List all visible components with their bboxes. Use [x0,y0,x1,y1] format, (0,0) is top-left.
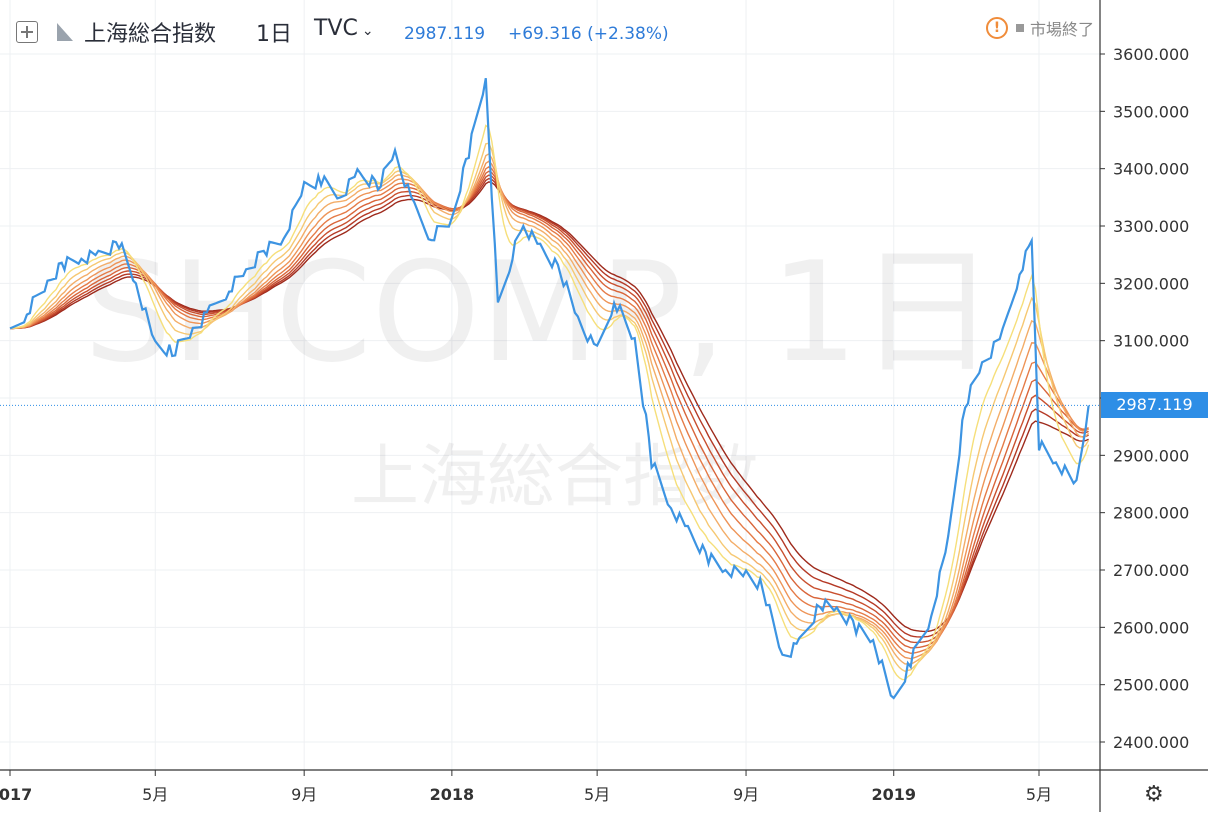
y-tick-label: 3200.000 [1113,274,1189,293]
moving-average-ribbon [9,124,1090,681]
y-tick-label: 3300.000 [1113,217,1189,236]
interval[interactable]: 1日 [256,22,292,47]
y-tick-label: 2400.000 [1113,733,1189,752]
y-tick-label: 2900.000 [1113,446,1189,465]
chevron-down-icon[interactable]: ⌄ [361,23,374,39]
x-tick-label: 2018 [430,785,475,804]
x-tick-label: 5月 [1026,785,1052,804]
y-tick-label: 2500.000 [1113,676,1189,695]
moving-average-line [10,165,1089,655]
watermark-line1: SHCOMP, 1日 [84,232,996,393]
x-tick-label: 5月 [142,785,168,804]
x-tick-label: 9月 [291,785,317,804]
y-tick-label: 3400.000 [1113,160,1189,179]
moving-average-line [10,181,1089,633]
moving-average-line [9,124,1090,681]
watermark-line2: 上海総合指数 [351,438,759,517]
y-tick-label: 3100.000 [1113,332,1189,351]
last-price-tag: 2987.119 [1101,392,1208,419]
x-tick-label: 5月 [584,785,610,804]
exchange[interactable]: TVC ⌄ [314,16,374,41]
add-symbol-button[interactable] [16,21,38,43]
x-tick-label: 9月 [733,785,759,804]
symbol-name[interactable]: 上海総合指数 [84,22,217,47]
x-tick-label: 2019 [871,785,916,804]
gear-icon[interactable]: ⚙ [1144,782,1164,807]
market-status[interactable]: ! 市場終了 [985,16,1094,40]
y-tick-label: 2800.000 [1113,504,1189,523]
time-axis[interactable]: 2017 5月 9月 2018 5月 9月 2019 5月 [0,770,1052,804]
y-tick-label: 3600.000 [1113,45,1189,64]
warning-icon[interactable]: ! [985,17,1008,39]
y-tick-label: 3500.000 [1113,102,1189,121]
flag-icon[interactable] [57,23,73,41]
status-square-icon [1015,24,1024,32]
moving-average-line [9,142,1090,673]
y-tick-label: 2600.000 [1113,618,1189,637]
moving-average-line [9,152,1090,665]
moving-average-line [10,174,1089,644]
x-tick-label: 2017 [0,785,32,804]
moving-average-line [10,177,1089,638]
price-change: +69.316 (+2.38%) [508,24,669,44]
moving-average-line [10,170,1089,649]
price-line [9,78,1090,700]
moving-average-line [9,160,1089,660]
market-status-label: 市場終了 [1029,20,1094,39]
y-tick-label: 2700.000 [1113,561,1189,580]
last-price: 2987.119 [404,24,486,44]
